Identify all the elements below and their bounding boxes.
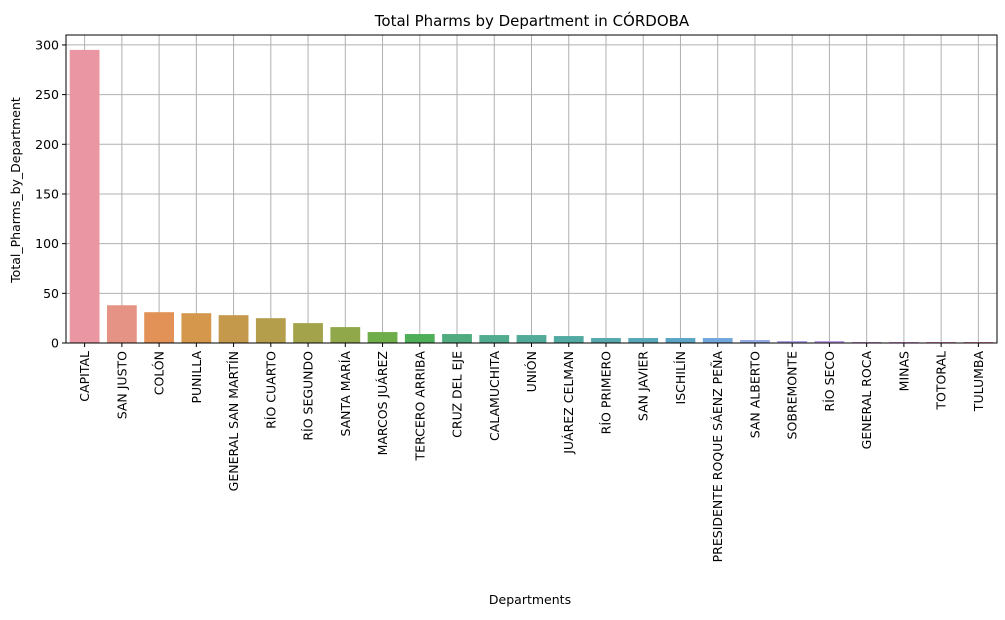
x-tick-label: MARCOS JUÁREZ <box>375 351 390 455</box>
x-tick-label: TERCERO ARRIBA <box>412 351 427 462</box>
bar <box>181 313 212 343</box>
y-tick-label: 200 <box>35 137 59 152</box>
bars <box>69 49 994 343</box>
x-tick-label: MINAS <box>896 351 911 391</box>
y-tick-label: 300 <box>35 37 59 52</box>
bar <box>702 338 733 343</box>
x-tick-label: SAN JUSTO <box>114 351 129 419</box>
x-tick-label: PUNILLA <box>189 351 204 404</box>
bar <box>479 335 510 343</box>
bar <box>69 49 100 343</box>
bar <box>553 336 584 343</box>
bar <box>442 334 472 343</box>
y-tick-label: 100 <box>35 236 59 251</box>
bar <box>516 335 547 343</box>
x-tick-label: CRUZ DEL EJE <box>450 351 465 438</box>
x-tick-label: RÍO SECO <box>822 351 837 412</box>
bar <box>144 312 174 343</box>
ticks: 0 50 100 150 200 250 300 CAPITAL SAN JUSTO COLÓN P… <box>35 37 986 562</box>
bar <box>665 338 696 343</box>
x-tick-label: TOTORAL <box>934 351 949 411</box>
x-tick-label: JUÁREZ CELMAN <box>561 351 576 455</box>
chart-title: Total Pharms by Department in CÓRDOBA <box>374 11 690 30</box>
x-tick-label: CALAMUCHITA <box>487 351 502 441</box>
bar <box>330 327 361 343</box>
x-tick-label: SAN ALBERTO <box>747 351 762 438</box>
y-tick-label: 0 <box>51 336 59 351</box>
bar <box>293 323 323 343</box>
x-tick-label: COLÓN <box>152 351 167 395</box>
bar <box>740 340 770 343</box>
bar <box>255 318 286 343</box>
y-axis-label: Total_Pharms_by_Department <box>8 97 23 284</box>
x-tick-label: RÍO CUARTO <box>263 351 278 429</box>
x-tick-label: RÍO SEGUNDO <box>301 351 316 441</box>
x-tick-label: GENERAL SAN MARTÍN <box>226 351 241 491</box>
x-tick-label: PRESIDENTE ROQUE SÁENZ PEÑA <box>710 351 725 563</box>
x-tick-label: GENERAL ROCA <box>859 351 874 450</box>
x-tick-label: ISCHILÍN <box>673 351 688 404</box>
bar <box>218 315 249 343</box>
y-tick-label: 150 <box>35 186 59 201</box>
y-tick-label: 50 <box>43 286 59 301</box>
bar <box>814 341 845 343</box>
bar <box>367 332 398 343</box>
bar <box>106 305 137 343</box>
x-tick-label: SOBREMONTE <box>785 351 800 440</box>
bar <box>628 338 659 343</box>
grid <box>66 35 997 344</box>
x-tick-label: TULUMBA <box>971 351 986 413</box>
x-axis-label: Departments <box>489 592 571 607</box>
x-tick-label: CAPITAL <box>77 351 92 402</box>
x-tick-label: UNIÓN <box>524 351 539 392</box>
x-tick-label: RÍO PRIMERO <box>598 351 613 434</box>
bar <box>777 341 808 343</box>
x-tick-label: SANTA MARÍA <box>338 351 353 437</box>
y-tick-label: 250 <box>35 87 59 102</box>
x-tick-label: SAN JAVIER <box>636 351 651 421</box>
bar <box>404 334 435 343</box>
bar <box>591 338 621 343</box>
